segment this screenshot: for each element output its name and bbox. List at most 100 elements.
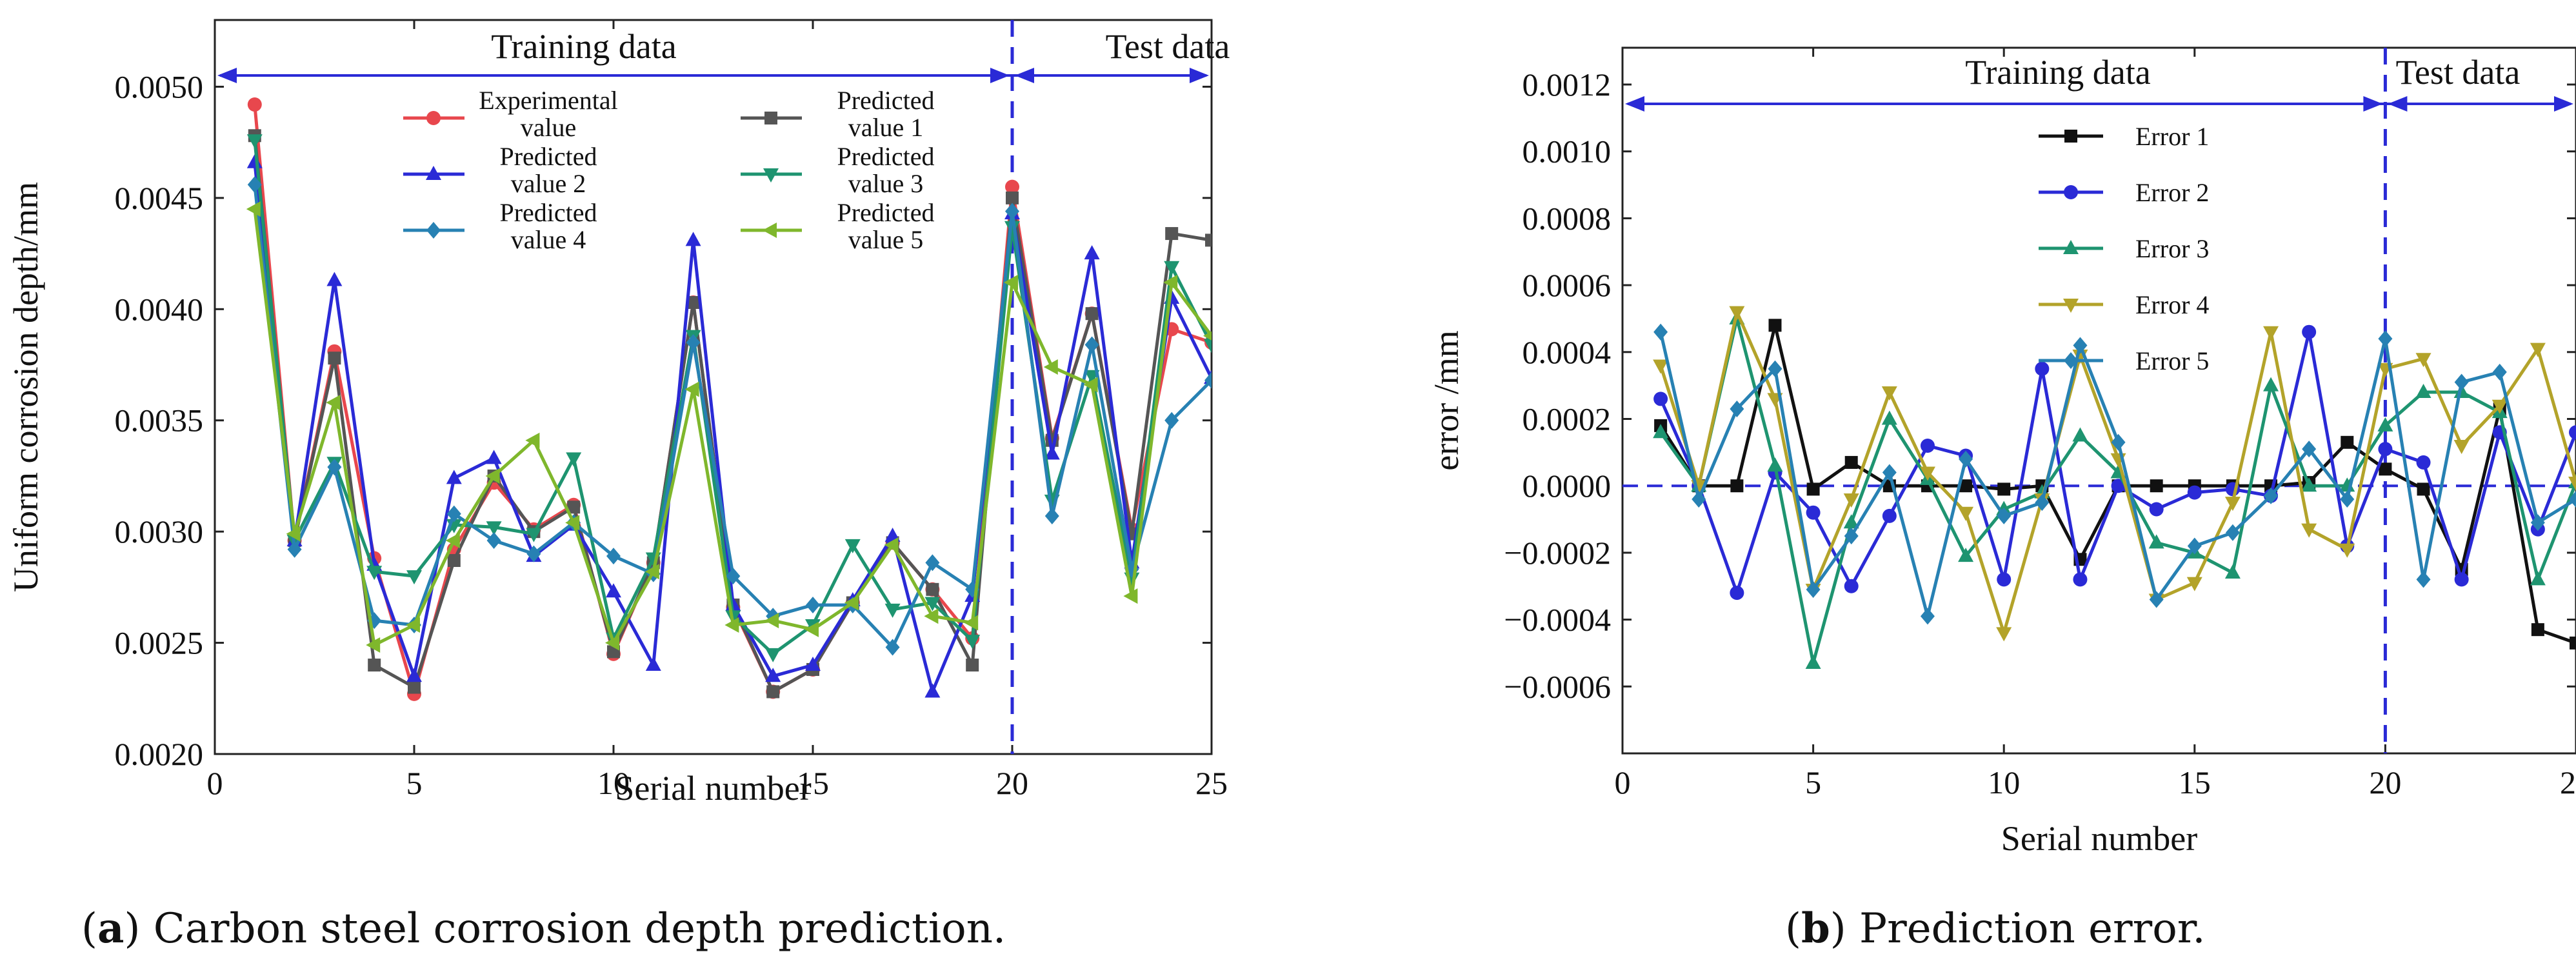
data-point: [1997, 482, 2011, 496]
data-point: [1164, 261, 1180, 275]
legend-label-line2: value 1: [848, 113, 924, 142]
x-tick-label: 20: [2369, 764, 2401, 800]
data-point: [1881, 386, 1897, 401]
data-point: [2491, 399, 2508, 414]
data-point: [1204, 339, 1212, 353]
region-arrowhead: [1015, 68, 1034, 83]
data-point: [2073, 337, 2088, 354]
data-point: [1843, 514, 1859, 529]
legend-item: Error 4: [2039, 290, 2209, 319]
region-arrowhead: [2388, 96, 2408, 112]
data-point: [2111, 433, 2126, 451]
legend-label-line1: Predicted: [837, 198, 934, 227]
data-point: [1767, 457, 1783, 472]
legend-marker: [764, 112, 777, 124]
data-point: [287, 541, 302, 558]
data-point: [2263, 326, 2279, 341]
y-tick-label: 0.0012: [1523, 66, 1612, 103]
data-point: [2072, 427, 2088, 442]
data-point: [2302, 324, 2317, 339]
region-arrowhead: [2554, 96, 2573, 112]
legend-item: Error 1: [2039, 122, 2209, 151]
x-tick-label: 15: [797, 765, 829, 801]
data-point: [1123, 588, 1138, 604]
data-point: [724, 617, 739, 633]
data-point: [1730, 400, 1744, 417]
legend-label: Error 3: [2135, 234, 2209, 263]
data-point: [286, 526, 301, 542]
legend-item: Error 5: [2039, 346, 2209, 375]
y-tick-label: 0.0004: [1523, 334, 1612, 370]
data-point: [2415, 353, 2431, 368]
data-point: [1806, 482, 1820, 496]
test-data-label: Test data: [2396, 53, 2521, 92]
data-point: [684, 381, 699, 397]
legend-label: Error 5: [2135, 346, 2209, 375]
data-point: [805, 657, 821, 671]
x-tick-label: 0: [207, 765, 223, 801]
data-point: [1882, 508, 1897, 523]
data-point: [964, 615, 979, 631]
x-tick-label: 20: [996, 765, 1028, 801]
data-point: [567, 501, 581, 514]
data-point: [2148, 534, 2164, 549]
caption-text: ) Prediction error.: [1830, 905, 2206, 953]
legend-item: Error 3: [2039, 234, 2209, 263]
data-point: [2569, 425, 2576, 440]
y-axis-label: error /mm: [1427, 330, 1466, 470]
data-point: [765, 668, 781, 682]
data-point: [1164, 412, 1179, 429]
x-tick-label: 0: [1615, 764, 1631, 800]
data-point: [1768, 360, 1782, 377]
data-point: [326, 395, 341, 411]
data-point: [1996, 627, 2012, 642]
data-point: [1085, 307, 1099, 321]
data-point: [2454, 373, 2469, 391]
data-point: [486, 450, 502, 464]
region-arrowhead: [1190, 68, 1209, 83]
legend-marker: [763, 223, 777, 238]
data-point: [806, 596, 820, 613]
x-tick-label: 25: [2560, 764, 2576, 800]
data-point: [525, 432, 540, 448]
data-point: [605, 635, 619, 651]
data-point: [1958, 548, 1974, 562]
legend-marker: [426, 166, 441, 180]
data-point: [1805, 655, 1821, 670]
data-point: [2263, 377, 2279, 392]
data-point: [2453, 439, 2470, 454]
data-point: [924, 608, 939, 624]
plot-frame: [1621, 46, 2576, 755]
caption-prefix: (: [81, 905, 97, 953]
data-point: [246, 201, 261, 217]
region-arrowhead: [217, 68, 237, 83]
data-point: [2454, 572, 2469, 587]
data-point: [2530, 571, 2546, 586]
data-point: [1044, 445, 1060, 460]
data-point: [2301, 523, 2317, 538]
test-data-label: Test data: [1106, 27, 1230, 66]
data-point: [526, 545, 541, 562]
data-point: [247, 176, 262, 194]
y-tick-label: −0.0002: [1504, 535, 1611, 571]
data-point: [1806, 505, 1821, 520]
data-point: [766, 685, 780, 699]
panel-a-corrosion-depth-chart: 0.0020 0.0025 0.0030 0.0035 0.0040 0.0045 0.00…: [6, 19, 1230, 953]
data-point: [1959, 479, 1973, 493]
x-tick-label: 5: [1805, 764, 1821, 800]
data-point: [447, 553, 461, 567]
legend-label: Error 4: [2135, 290, 2209, 319]
data-point: [1006, 191, 1019, 204]
y-tick-label: 0.0045: [115, 180, 204, 216]
legend-marker: [426, 111, 441, 125]
data-point: [844, 539, 861, 553]
data-point: [924, 597, 941, 611]
legend-marker: [2063, 299, 2079, 313]
data-point: [686, 295, 700, 309]
training-data-label: Training data: [1965, 53, 2151, 92]
data-point: [1730, 479, 1744, 493]
region-arrowhead: [990, 68, 1010, 83]
data-point: [1920, 438, 1935, 453]
